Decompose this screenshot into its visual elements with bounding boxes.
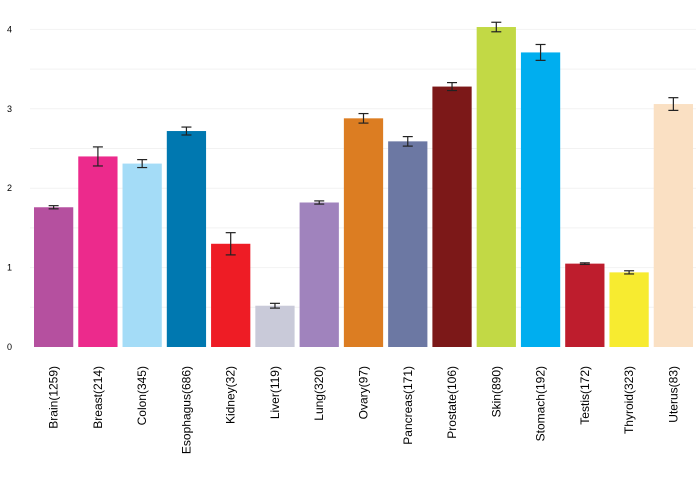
bar (211, 243, 251, 347)
bar (343, 118, 384, 347)
y-tick-label: 4 (7, 24, 12, 34)
bar (166, 131, 207, 347)
bar (520, 52, 561, 348)
x-tick-label: Lung(320) (312, 366, 326, 421)
bar (565, 263, 605, 347)
bar (78, 156, 118, 347)
x-tick-label: Liver(119) (268, 366, 282, 419)
bars (34, 27, 693, 348)
bar (432, 86, 472, 348)
x-tick-label: Breast(214) (91, 366, 105, 429)
x-tick-label: Thyroid(323) (622, 366, 636, 434)
bar (122, 163, 162, 347)
bar (388, 141, 428, 347)
x-tick-label: Brain(1259) (47, 366, 61, 429)
x-tick-label: Uterus(83) (666, 366, 680, 423)
x-tick-label: Skin(890) (489, 366, 503, 417)
x-tick-label: Colon(345) (135, 366, 149, 425)
x-tick-label: Prostate(106) (445, 366, 459, 439)
y-axis-ticks: 0 1 2 3 4 (7, 24, 12, 352)
bar (34, 207, 74, 347)
y-tick-label: 0 (7, 342, 12, 352)
error-bars (48, 21, 679, 309)
y-tick-label: 2 (7, 183, 12, 193)
bar (609, 272, 649, 347)
bar (476, 27, 516, 347)
x-tick-label: Esophagus(686) (179, 366, 193, 454)
x-axis-ticks: Brain(1259) Breast(214) Colon(345) Esophagu… (47, 366, 681, 454)
x-tick-label: Ovary(97) (357, 366, 371, 419)
x-tick-label: Pancreas(171) (401, 366, 415, 445)
bar (299, 202, 339, 347)
y-tick-label: 3 (7, 104, 12, 114)
x-tick-label: Stomach(192) (534, 366, 548, 441)
bar (255, 305, 295, 347)
x-tick-label: Kidney(32) (224, 366, 238, 424)
x-tick-label: Testis(172) (578, 366, 592, 425)
bar (653, 104, 693, 347)
y-tick-label: 1 (7, 263, 12, 273)
